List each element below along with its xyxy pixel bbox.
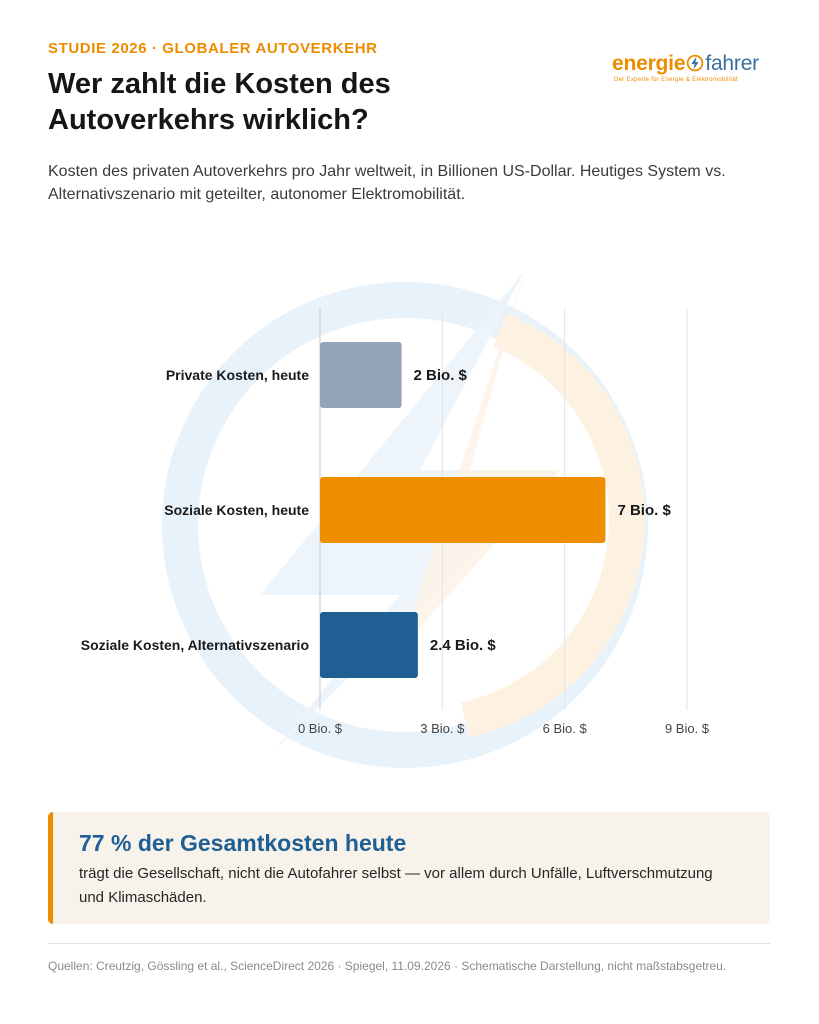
bars	[320, 342, 606, 678]
category-labels: Private Kosten, heute Soziale Kosten, heu…	[81, 367, 309, 653]
callout-box: 77 % der Gesamtkosten heute trägt die Ge…	[48, 812, 770, 924]
sources-note: Quellen: Creutzig, Gössling et al., Scie…	[48, 959, 727, 973]
footer-divider	[48, 943, 770, 944]
logo-word-energie: energie	[612, 52, 686, 75]
page-title: Wer zahlt die Kosten des Autoverkehrs wi…	[48, 68, 391, 136]
logo-tagline: Der Experte für Energie & Elektromobilit…	[614, 77, 738, 83]
callout-headline: 77 % der Gesamtkosten heute	[79, 830, 407, 856]
category-label: Soziale Kosten, heute	[164, 502, 309, 518]
lightning-bolt-icon	[687, 54, 704, 72]
x-tick-label: 3 Bio. $	[420, 721, 465, 736]
data-label: 7 Bio. $	[617, 502, 671, 519]
x-tick-label: 0 Bio. $	[298, 721, 343, 736]
category-label: Private Kosten, heute	[166, 367, 309, 383]
x-axis-ticks: 0 Bio. $ 3 Bio. $ 6 Bio. $ 9 Bio. $	[298, 721, 710, 736]
bar	[320, 612, 418, 678]
data-label: 2 Bio. $	[414, 367, 468, 384]
kicker: STUDIE 2026 · GLOBALER AUTOVERKEHR	[48, 40, 378, 57]
callout-text: trägt die Gesellschaft, nicht die Autofa…	[79, 865, 713, 906]
data-label: 2.4 Bio. $	[430, 637, 497, 654]
category-label: Soziale Kosten, Alternativszenario	[81, 637, 309, 653]
subtitle: Kosten des privaten Autoverkehrs pro Jah…	[48, 163, 726, 203]
bar	[320, 477, 606, 543]
value-labels: 2 Bio. $ 7 Bio. $ 2.4 Bio. $	[414, 367, 672, 654]
logo-word-fahrer: fahrer	[705, 52, 759, 75]
brand-logo[interactable]: energie fahrer Der Experte für Energie &…	[612, 52, 772, 86]
x-tick-label: 9 Bio. $	[665, 721, 710, 736]
bar-chart: Private Kosten, heute Soziale Kosten, heu…	[81, 270, 710, 768]
bar	[320, 342, 402, 408]
x-tick-label: 6 Bio. $	[543, 721, 588, 736]
